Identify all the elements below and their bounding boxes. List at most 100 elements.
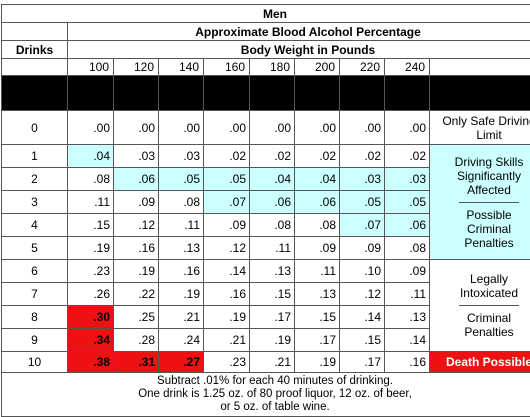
bac-value: .22	[114, 283, 159, 306]
bac-value: .19	[159, 283, 204, 306]
bac-value: .26	[68, 283, 114, 306]
bac-value: .06	[295, 191, 340, 214]
bac-value: .15	[295, 306, 340, 329]
bac-value: .02	[340, 145, 385, 168]
bac-value: .00	[340, 111, 385, 145]
bac-value: .09	[295, 237, 340, 260]
footnote-line-3: or 5 oz. of table wine.	[2, 401, 530, 414]
bac-value: .06	[385, 214, 430, 237]
bac-value: .12	[114, 214, 159, 237]
bac-value: .00	[295, 111, 340, 145]
drinks-count: 5	[2, 237, 68, 260]
drinks-count: 0	[2, 111, 68, 145]
bac-value: .12	[340, 283, 385, 306]
bac-value: .19	[250, 329, 295, 352]
legend-safe: Only Safe Driving Limit	[430, 111, 530, 145]
bac-value: .38	[68, 352, 114, 373]
bac-value: .13	[295, 283, 340, 306]
bac-value: .15	[340, 329, 385, 352]
bac-value: .08	[385, 237, 430, 260]
bac-value: .09	[114, 191, 159, 214]
bac-value: .21	[159, 306, 204, 329]
bac-value: .14	[385, 329, 430, 352]
bac-value: .13	[250, 260, 295, 283]
bac-value: .02	[295, 145, 340, 168]
drinks-header: Drinks	[2, 41, 68, 59]
bac-value: .04	[68, 145, 114, 168]
bac-value: .11	[250, 237, 295, 260]
bac-value: .17	[295, 329, 340, 352]
bac-value: .07	[340, 214, 385, 237]
drinks-count: 8	[2, 306, 68, 329]
bac-value: .09	[385, 260, 430, 283]
legend-penalties: Possible Criminal Penalties	[430, 208, 530, 250]
bac-value: .28	[114, 329, 159, 352]
bac-value: .21	[250, 352, 295, 373]
footnote: Subtract .01% for each 40 minutes of dri…	[2, 373, 530, 417]
bac-value: .19	[114, 260, 159, 283]
drinks-count: 9	[2, 329, 68, 352]
weight-label: 240	[385, 59, 430, 76]
table-title: Men	[2, 5, 530, 23]
bac-value: .07	[204, 191, 250, 214]
drinks-count: 4	[2, 214, 68, 237]
bac-value: .04	[295, 168, 340, 191]
footnote-line-2: One drink is 1.25 oz. of 80 proof liquor…	[2, 388, 530, 401]
bac-value: .13	[385, 306, 430, 329]
bac-value: .03	[385, 168, 430, 191]
bac-value: .34	[68, 329, 114, 352]
bac-value: .03	[159, 145, 204, 168]
weight-label: 200	[295, 59, 340, 76]
bac-value: .19	[204, 306, 250, 329]
bac-value: .14	[204, 260, 250, 283]
legend-impaired: Driving Skills Significantly Affected	[430, 155, 530, 197]
bac-value: .06	[114, 168, 159, 191]
legend-impaired-block: Driving Skills Significantly Affected Pos…	[430, 145, 530, 260]
bac-value: .00	[385, 111, 430, 145]
bac-value: .09	[204, 214, 250, 237]
bac-value: .11	[68, 191, 114, 214]
weight-label: 180	[250, 59, 295, 76]
bac-value: .09	[340, 237, 385, 260]
bac-value: .19	[68, 237, 114, 260]
bac-value: .08	[250, 214, 295, 237]
drinks-count: 2	[2, 168, 68, 191]
bac-value: .16	[114, 237, 159, 260]
black-band	[2, 76, 530, 111]
bac-value: .02	[250, 145, 295, 168]
bac-value: .06	[250, 191, 295, 214]
table-subtitle: Approximate Blood Alcohol Percentage	[68, 23, 530, 41]
bac-value: .19	[295, 352, 340, 373]
weight-label: 140	[159, 59, 204, 76]
bac-value: .10	[340, 260, 385, 283]
bac-value: .25	[114, 306, 159, 329]
bac-value: .08	[159, 191, 204, 214]
bac-value: .11	[385, 283, 430, 306]
drinks-count: 10	[2, 352, 68, 373]
bac-value: .11	[295, 260, 340, 283]
drinks-count: 3	[2, 191, 68, 214]
bac-value: .11	[159, 214, 204, 237]
bac-value: .16	[385, 352, 430, 373]
drinks-count: 1	[2, 145, 68, 168]
weight-label: 100	[68, 59, 114, 76]
bac-value: .13	[159, 237, 204, 260]
weight-header: Body Weight in Pounds	[68, 41, 530, 59]
weight-label: 120	[114, 59, 159, 76]
bac-value: .17	[250, 306, 295, 329]
legend-divider	[459, 305, 519, 306]
bac-value: .02	[385, 145, 430, 168]
bac-value: .15	[68, 214, 114, 237]
bac-value: .24	[159, 329, 204, 352]
drinks-count: 7	[2, 283, 68, 306]
bac-value: .14	[340, 306, 385, 329]
weight-label: 160	[204, 59, 250, 76]
bac-table: Men Approximate Blood Alcohol Percentage…	[1, 4, 530, 417]
legend-criminal: Criminal Penalties	[430, 311, 530, 339]
bac-value: .27	[159, 352, 204, 373]
bac-value: .00	[250, 111, 295, 145]
